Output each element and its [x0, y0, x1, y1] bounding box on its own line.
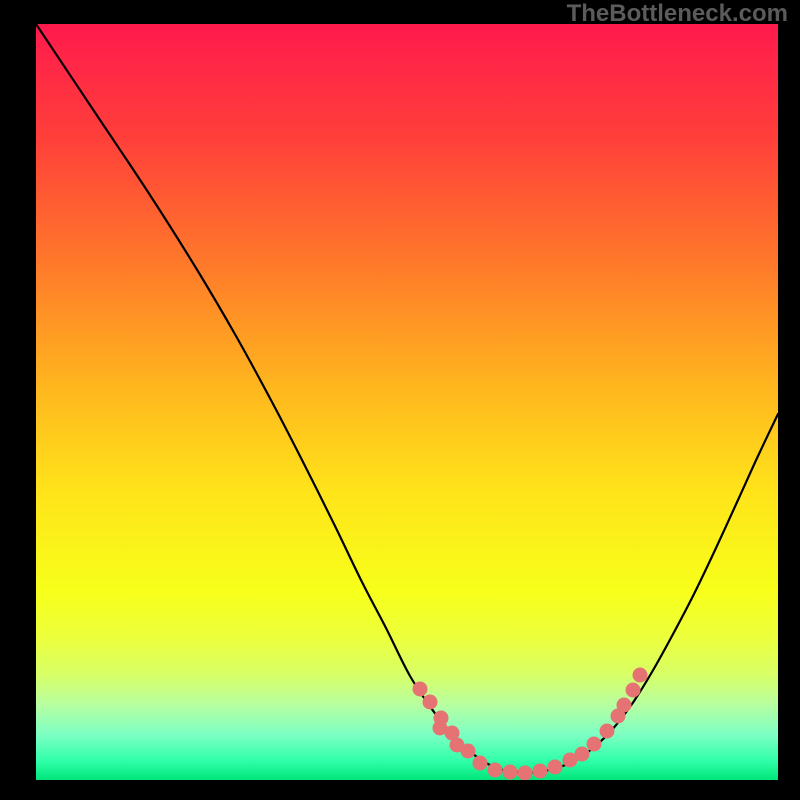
- curve-marker: [533, 764, 548, 779]
- curve-marker: [503, 765, 518, 780]
- curve-marker: [488, 763, 503, 778]
- curve-marker: [617, 698, 632, 713]
- gradient-background: [36, 24, 778, 780]
- curve-marker: [575, 747, 590, 762]
- curve-marker: [473, 756, 488, 771]
- curve-marker: [548, 760, 563, 775]
- watermark-text: TheBottleneck.com: [567, 0, 788, 28]
- plot-svg: [36, 24, 778, 780]
- plot-area: [36, 24, 778, 780]
- curve-marker: [587, 737, 602, 752]
- curve-marker: [423, 695, 438, 710]
- curve-marker: [461, 744, 476, 759]
- curve-marker: [413, 682, 428, 697]
- curve-marker: [518, 766, 533, 781]
- chart-canvas: TheBottleneck.com: [0, 0, 800, 800]
- curve-marker: [633, 668, 648, 683]
- curve-marker: [626, 683, 641, 698]
- curve-marker: [600, 724, 615, 739]
